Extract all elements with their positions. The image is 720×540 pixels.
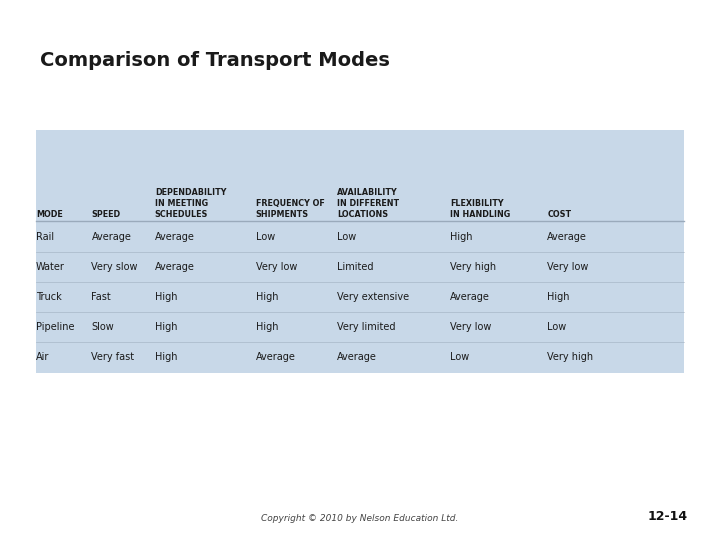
Text: High: High bbox=[155, 322, 177, 332]
Text: Average: Average bbox=[155, 232, 194, 241]
Text: Very limited: Very limited bbox=[337, 322, 395, 332]
Text: Low: Low bbox=[256, 232, 275, 241]
Text: Very fast: Very fast bbox=[91, 353, 135, 362]
Text: 12-14: 12-14 bbox=[647, 510, 688, 523]
Text: MODE: MODE bbox=[36, 210, 63, 219]
Text: Fast: Fast bbox=[91, 292, 111, 302]
Text: Average: Average bbox=[450, 292, 490, 302]
Text: High: High bbox=[155, 292, 177, 302]
Text: AVAILABILITY
IN DIFFERENT
LOCATIONS: AVAILABILITY IN DIFFERENT LOCATIONS bbox=[337, 188, 399, 219]
Text: Very low: Very low bbox=[256, 262, 297, 272]
Text: Very slow: Very slow bbox=[91, 262, 138, 272]
Text: High: High bbox=[450, 232, 472, 241]
Text: Average: Average bbox=[155, 262, 194, 272]
Text: Very high: Very high bbox=[450, 262, 496, 272]
Text: FLEXIBILITY
IN HANDLING: FLEXIBILITY IN HANDLING bbox=[450, 199, 510, 219]
Text: Very low: Very low bbox=[547, 262, 588, 272]
Text: SPEED: SPEED bbox=[91, 210, 120, 219]
Text: Truck: Truck bbox=[36, 292, 62, 302]
Text: Average: Average bbox=[547, 232, 587, 241]
Text: Low: Low bbox=[547, 322, 567, 332]
Text: FREQUENCY OF
SHIPMENTS: FREQUENCY OF SHIPMENTS bbox=[256, 199, 324, 219]
Text: Average: Average bbox=[256, 353, 295, 362]
Text: High: High bbox=[256, 322, 278, 332]
Text: Average: Average bbox=[91, 232, 131, 241]
Text: High: High bbox=[155, 353, 177, 362]
Text: Very low: Very low bbox=[450, 322, 491, 332]
Text: Very extensive: Very extensive bbox=[337, 292, 409, 302]
Text: Limited: Limited bbox=[337, 262, 374, 272]
Text: Water: Water bbox=[36, 262, 65, 272]
Text: High: High bbox=[256, 292, 278, 302]
Text: Copyright © 2010 by Nelson Education Ltd.: Copyright © 2010 by Nelson Education Ltd… bbox=[261, 514, 459, 523]
Text: Slow: Slow bbox=[91, 322, 114, 332]
Text: Average: Average bbox=[337, 353, 377, 362]
Text: Pipeline: Pipeline bbox=[36, 322, 74, 332]
Text: COST: COST bbox=[547, 210, 572, 219]
Text: Low: Low bbox=[450, 353, 469, 362]
Text: Rail: Rail bbox=[36, 232, 54, 241]
Text: Comparison of Transport Modes: Comparison of Transport Modes bbox=[40, 51, 390, 70]
Text: Low: Low bbox=[337, 232, 356, 241]
Text: DEPENDABILITY
IN MEETING
SCHEDULES: DEPENDABILITY IN MEETING SCHEDULES bbox=[155, 188, 226, 219]
Text: High: High bbox=[547, 292, 570, 302]
Text: Air: Air bbox=[36, 353, 50, 362]
Text: Very high: Very high bbox=[547, 353, 593, 362]
